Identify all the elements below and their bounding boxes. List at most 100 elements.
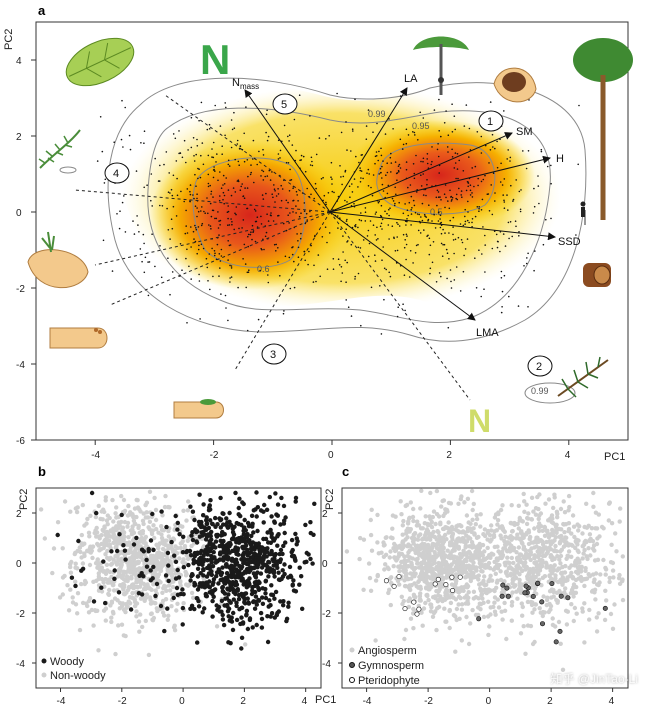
panel-a-point — [228, 244, 231, 247]
panel-a-point — [500, 277, 503, 279]
panel-a-point — [272, 220, 275, 222]
scatter-point-light — [519, 529, 524, 534]
panel-a-point — [198, 280, 201, 282]
scatter-point-woody — [239, 605, 245, 610]
scatter-point-light — [85, 548, 90, 553]
scatter-point-woody — [287, 564, 293, 570]
panel-a-point — [267, 220, 270, 222]
scatter-point-light — [77, 545, 83, 550]
scatter-point-light — [140, 624, 145, 630]
panel-a-point — [444, 206, 446, 209]
panel-a-point — [506, 158, 509, 160]
scatter-point-light — [532, 526, 537, 531]
panel-a-point — [434, 227, 437, 229]
scatter-point-light — [453, 614, 458, 619]
scatter-point-light — [419, 610, 424, 615]
panel-a-point — [176, 194, 179, 197]
panel-a-point — [383, 267, 386, 270]
scatter-point-light — [505, 555, 510, 560]
scatter-point-light — [592, 558, 598, 563]
scatter-point-light — [159, 524, 164, 529]
scatter-point-woody — [201, 581, 206, 586]
panel-a-point — [299, 237, 302, 240]
panel-a-point — [295, 205, 297, 207]
panel-a-point — [360, 170, 363, 172]
panel-a-point — [96, 160, 99, 162]
panel-a-point — [277, 158, 280, 160]
panel-a-point — [181, 156, 184, 159]
panel-a-point — [256, 216, 259, 218]
panel-a-point — [389, 275, 392, 278]
panel-a-point — [257, 318, 260, 321]
scatter-point-light — [530, 610, 535, 615]
scatter-point-woody — [94, 510, 99, 516]
panel-a-point — [381, 228, 383, 230]
panel-a-point — [267, 281, 270, 284]
scatter-point-light — [591, 504, 596, 509]
scatter-point-woody — [190, 509, 196, 514]
panel-a-point — [423, 229, 425, 231]
scatter-point-light — [170, 584, 176, 590]
scatter-point-light — [612, 602, 617, 607]
contour-label: 0.5 — [430, 207, 443, 217]
panel-a-point — [220, 293, 222, 295]
panel-a-point — [300, 212, 302, 214]
panel-a-point — [199, 318, 201, 320]
panel-a-point — [379, 167, 382, 170]
panel-a-point — [218, 220, 220, 222]
panel-a-point — [368, 173, 371, 175]
scatter-point-light — [115, 598, 120, 603]
scatter-point-light — [60, 592, 65, 597]
scatter-point-light — [416, 565, 422, 570]
panel-a-point — [501, 184, 504, 186]
scatter-point-light — [112, 588, 117, 593]
scatter-point-light — [113, 651, 118, 657]
scatter-point-woody — [242, 600, 247, 605]
scatter-point-light — [99, 589, 105, 594]
panel-a-point — [197, 177, 199, 180]
panel-a-point — [410, 195, 413, 198]
panel-a-point — [275, 195, 278, 197]
scatter-point-woody — [224, 596, 229, 601]
scatter-point-light — [149, 559, 155, 564]
scatter-point-woody — [175, 592, 181, 597]
panel-a-point — [357, 186, 359, 188]
panel-a-point — [480, 295, 483, 298]
scatter-point-woody — [186, 562, 191, 568]
scatter-point-woody — [198, 550, 203, 556]
circled-numbers: 1 2 3 4 5 — [104, 93, 553, 377]
scatter-point-woody — [195, 640, 200, 645]
scatter-point-light — [121, 607, 127, 612]
scatter-point-light — [420, 623, 425, 628]
panel-a-point — [465, 189, 468, 192]
panel-a-point — [408, 276, 411, 278]
scatter-point-woody — [218, 495, 223, 501]
panel-a-point — [227, 319, 229, 322]
panel-a-point — [260, 175, 262, 177]
panel-a-point — [512, 198, 515, 201]
panel-a-point — [314, 182, 317, 185]
panel-a-point — [454, 238, 457, 241]
scatter-point-light — [141, 581, 147, 587]
scatter-point-light — [581, 551, 586, 556]
scatter-point-light — [596, 611, 601, 616]
panel-a-point — [370, 186, 372, 189]
panel-a-point — [132, 220, 134, 222]
panel-a-point — [520, 189, 522, 191]
panel-a-point — [209, 202, 212, 205]
panel-a-point — [344, 199, 346, 202]
scatter-point-woody — [230, 526, 235, 531]
panel-a-point — [396, 315, 399, 318]
scatter-point-light — [178, 579, 183, 584]
scatter-point-light — [391, 564, 396, 569]
scatter-point-light — [434, 627, 439, 633]
panel-a-point — [537, 185, 540, 187]
panel-a-point — [457, 236, 460, 239]
scatter-point-light — [593, 526, 598, 531]
panel-a-point — [391, 225, 394, 227]
scatter-point-light — [126, 535, 131, 540]
scatter-point-light — [418, 598, 423, 603]
scatter-point-light — [361, 587, 366, 592]
scatter-point-woody — [236, 592, 242, 598]
scatter-point-light — [164, 588, 169, 593]
